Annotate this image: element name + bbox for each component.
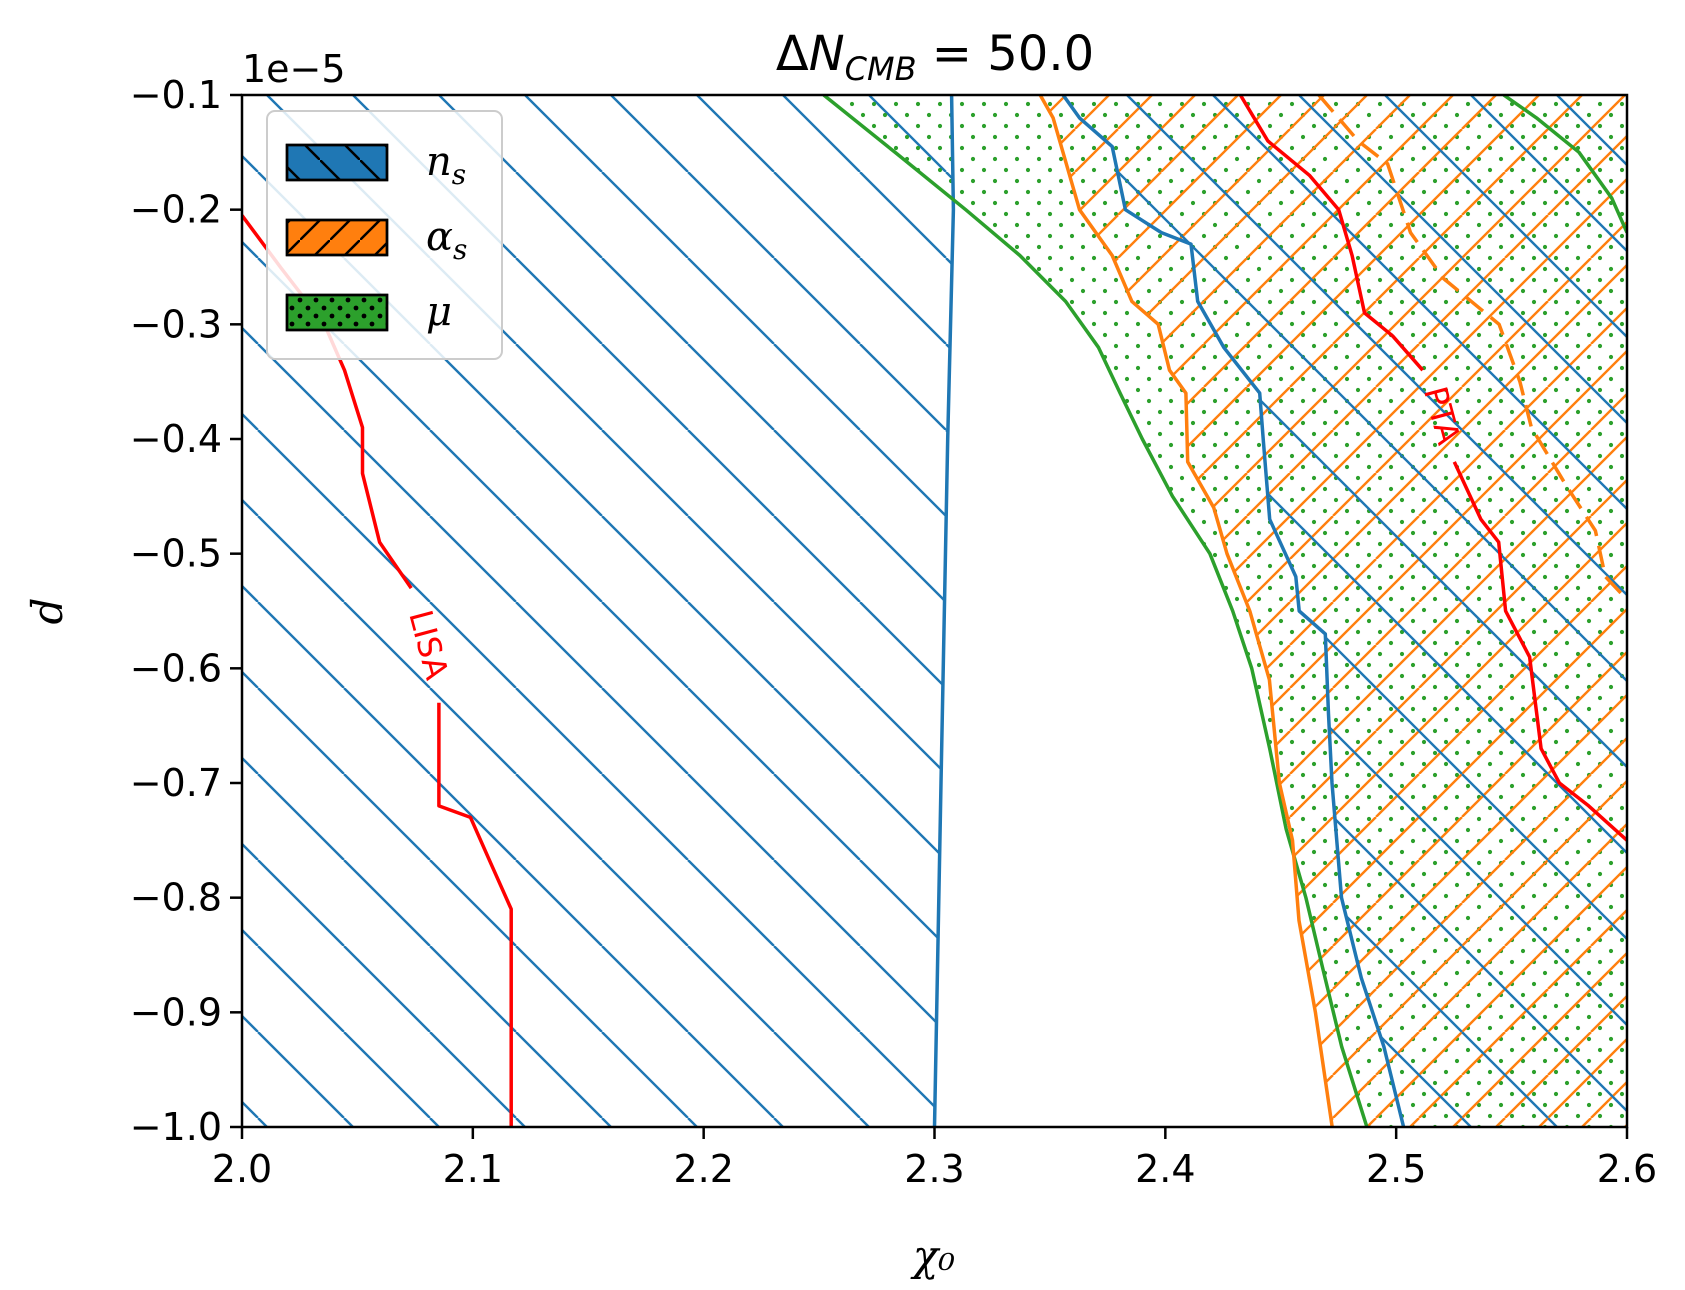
y-tick-label: −0.1	[130, 73, 222, 117]
legend-label: μ	[426, 289, 452, 335]
legend-label: ns	[426, 139, 466, 191]
legend-swatch-hatch	[285, 143, 389, 182]
legend: ns αs μ	[266, 110, 503, 360]
x-tick-label: 2.6	[1597, 1147, 1657, 1191]
legend-label: αs	[426, 214, 467, 266]
y-tick-label: −0.4	[130, 417, 222, 461]
y-tick-label: −0.8	[130, 876, 222, 920]
y-tick-label: −0.2	[130, 188, 222, 232]
y-tick-label: −0.5	[130, 532, 222, 576]
legend-swatch-hatch	[285, 293, 389, 332]
x-tick-label: 2.4	[1135, 1147, 1195, 1191]
y-tick-label: −0.6	[130, 646, 222, 690]
chart-title: ΔNCMB = 50.0	[776, 26, 1094, 88]
x-tick-label: 2.1	[443, 1147, 503, 1191]
ns-right-region	[1063, 95, 1627, 1127]
ns-right-boundary	[1061, 95, 1406, 1127]
pta-curve-upper	[1238, 95, 1425, 372]
y-tick-label: −0.7	[130, 761, 222, 805]
mu-boundary	[822, 95, 1369, 1127]
y-tick-label: −0.3	[130, 302, 222, 346]
x-axis-ticks: 2.0 2.1 2.2 2.3 2.4 2.5 2.6	[212, 1127, 1657, 1191]
y-tick-label: −0.9	[130, 990, 222, 1034]
x-tick-label: 2.5	[1366, 1147, 1426, 1191]
ns-left-boundary	[932, 95, 956, 1127]
pta-curve-lower	[1452, 461, 1627, 842]
x-tick-label: 2.0	[212, 1147, 272, 1191]
alpha-s-dashed-boundary	[1317, 95, 1627, 601]
y-offset-label: 1e−5	[242, 47, 346, 91]
y-axis-ticks: −0.1 −0.2 −0.3 −0.4 −0.5 −0.6 −0.7 −0.8 −0.9 −1.0	[130, 73, 242, 1149]
y-axis-label: d	[23, 598, 72, 625]
x-tick-label: 2.3	[904, 1147, 964, 1191]
y-tick-label: −1.0	[130, 1105, 222, 1149]
x-axis-label: χ₀	[910, 1231, 955, 1280]
x-tick-label: 2.2	[673, 1147, 733, 1191]
legend-swatch-hatch	[285, 218, 389, 257]
lisa-curve-lower	[437, 702, 513, 1127]
mu-right-edge	[1502, 95, 1627, 234]
alpha-s-boundary	[1038, 95, 1334, 1127]
